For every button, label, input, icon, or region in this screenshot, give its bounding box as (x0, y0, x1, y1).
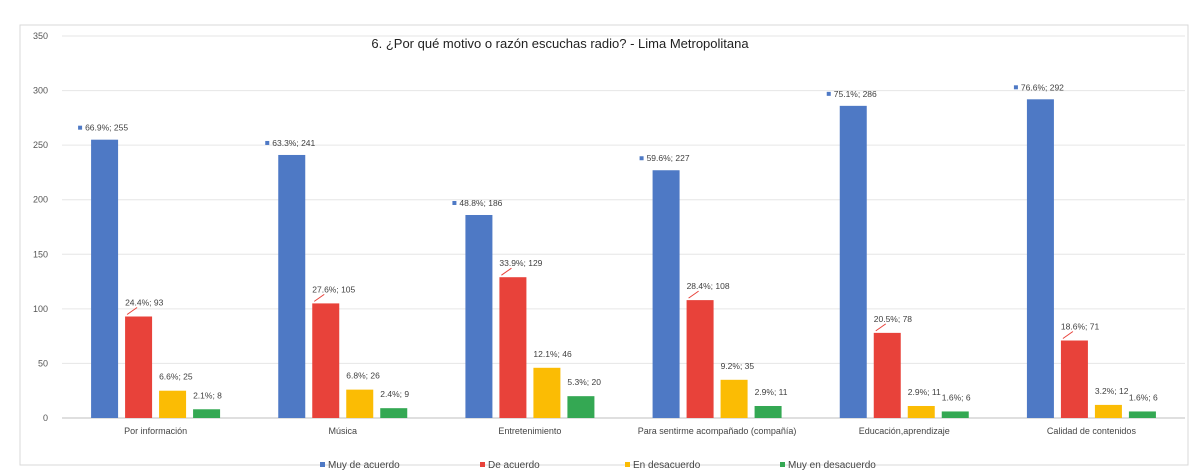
bar (125, 316, 153, 418)
y-tick-label: 300 (33, 86, 48, 96)
bar (465, 214, 493, 418)
data-label: 48.8%; 186 (459, 198, 502, 208)
bar (686, 300, 714, 418)
label-leader (313, 293, 325, 302)
label-leader (875, 323, 887, 332)
data-label: 3.2%; 12 (1095, 386, 1129, 396)
data-label: 6.6%; 25 (159, 372, 193, 382)
bar (567, 396, 595, 418)
chart-title: 6. ¿Por qué motivo o razón escuchas radi… (371, 36, 749, 51)
legend-swatch (780, 462, 785, 467)
category-label: Música (328, 426, 357, 436)
category-label: Educación,aprendizaje (859, 426, 950, 436)
data-label: 75.1%; 286 (834, 89, 877, 99)
y-tick-label: 150 (33, 249, 48, 259)
legend-swatch (320, 462, 325, 467)
bar (159, 390, 187, 418)
y-tick-label: 200 (33, 195, 48, 205)
category-label: Calidad de contenidos (1047, 426, 1137, 436)
data-label: 59.6%; 227 (647, 153, 690, 163)
bar (380, 408, 408, 418)
label-marker (452, 200, 457, 205)
data-labels: 66.9%; 255 24.4%; 93 6.6%; 252.1%; 8 63.3%;… (78, 82, 1158, 402)
data-label: 27.6%; 105 (312, 284, 355, 294)
bar (907, 405, 935, 418)
category-label: Para sentirme acompañado (compañía) (638, 426, 797, 436)
data-label: 2.9%; 11 (908, 387, 941, 397)
label-marker (1013, 85, 1018, 90)
data-label: 5.3%; 20 (567, 377, 601, 387)
bar (1128, 411, 1156, 418)
bar (720, 379, 748, 418)
data-label: 20.5%; 78 (874, 314, 913, 324)
y-tick-label: 50 (38, 358, 48, 368)
bar (193, 409, 221, 418)
bar (499, 277, 527, 418)
bar (278, 154, 306, 419)
data-label: 76.6%; 292 (1021, 82, 1064, 92)
y-tick-label: 0 (43, 413, 48, 423)
data-label: 1.6%; 6 (1129, 392, 1158, 402)
legend-label: De acuerdo (488, 460, 540, 471)
x-axis-categories: Por información Música Entretenimiento Para… (124, 426, 1136, 436)
data-label: 2.4%; 9 (380, 389, 409, 399)
label-leader (1062, 331, 1074, 339)
data-label: 9.2%; 35 (721, 361, 755, 371)
label-marker (826, 91, 831, 96)
bar (652, 170, 680, 418)
legend-swatch (480, 462, 485, 467)
data-label: 2.9%; 11 (755, 387, 788, 397)
label-marker (639, 156, 644, 161)
legend-label: Muy de acuerdo (328, 460, 400, 471)
data-label: 24.4%; 93 (125, 297, 164, 307)
bar (533, 367, 561, 418)
data-label: 1.6%; 6 (942, 392, 971, 402)
legend-label: Muy en desacuerdo (788, 460, 876, 471)
data-label: 6.8%; 26 (346, 371, 380, 381)
y-tick-label: 100 (33, 304, 48, 314)
label-leader (501, 267, 512, 276)
legend-label: En desacuerdo (633, 460, 701, 471)
bar (873, 332, 901, 418)
y-tick-label: 350 (33, 31, 48, 41)
bar (754, 405, 782, 418)
data-label: 63.3%; 241 (272, 138, 315, 148)
label-leader (126, 307, 138, 315)
data-label: 66.9%; 255 (85, 123, 128, 133)
bar (1094, 404, 1122, 418)
label-marker (78, 125, 83, 130)
plot-border (19, 24, 1189, 466)
data-label: 33.9%; 129 (499, 258, 542, 268)
bar (346, 389, 374, 418)
data-label: 12.1%; 46 (533, 349, 572, 359)
bar (1026, 99, 1054, 418)
legend: Muy de acuerdo De acuerdo En desacuerdo Muy… (320, 460, 876, 471)
legend-swatch (625, 462, 630, 467)
bar (91, 139, 119, 418)
y-tick-label: 250 (33, 140, 48, 150)
bar (839, 105, 867, 418)
bar (1060, 340, 1088, 418)
bars (91, 99, 1156, 419)
data-label: 28.4%; 108 (687, 281, 730, 291)
label-marker (265, 140, 270, 145)
y-axis-ticks: 0 50 100 150 200 250 300 350 (33, 31, 48, 423)
category-label: Por información (124, 426, 187, 436)
bar (312, 303, 340, 418)
category-label: Entretenimiento (498, 426, 561, 436)
label-leader (688, 290, 699, 299)
data-label: 2.1%; 8 (193, 390, 222, 400)
data-label: 18.6%; 71 (1061, 322, 1100, 332)
bar (941, 411, 969, 418)
gridlines (62, 35, 1185, 419)
